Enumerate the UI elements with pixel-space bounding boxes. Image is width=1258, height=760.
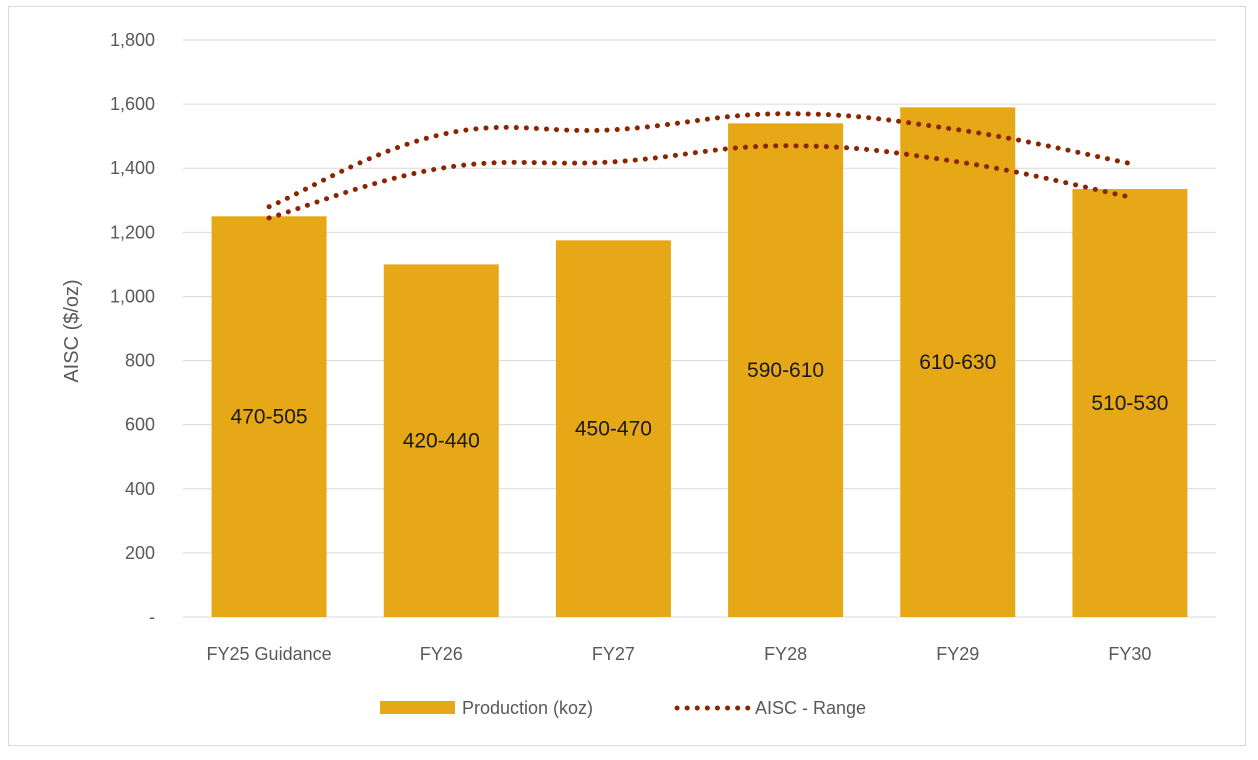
legend-production-label: Production (koz) xyxy=(462,698,593,718)
bar xyxy=(1072,189,1188,617)
bar-data-label: 420-440 xyxy=(403,430,480,453)
y-axis-tick-labels: - 200 400 600 800 1,000 1,200 1,400 1,600 1,800 xyxy=(110,30,155,627)
gridlines xyxy=(183,39,1216,618)
bar xyxy=(383,264,499,617)
y-tick-label: 1,200 xyxy=(110,222,155,242)
aisc-range-lines xyxy=(266,111,1133,221)
legend-production-swatch xyxy=(380,701,455,714)
y-tick-label: 1,600 xyxy=(110,94,155,114)
y-tick-label: 400 xyxy=(125,479,155,499)
bar xyxy=(900,107,1016,618)
x-axis-tick-labels: FY25 Guidance FY26 FY27 FY28 FY29 FY30 xyxy=(207,644,1152,664)
bar-data-label: 610-630 xyxy=(919,351,996,374)
y-tick-label: 1,000 xyxy=(110,286,155,306)
bar-data-label: 590-610 xyxy=(747,359,824,382)
bar-data-label: 510-530 xyxy=(1091,392,1168,415)
bars xyxy=(211,107,1188,618)
bar xyxy=(211,216,327,618)
legend: Production (koz) AISC - Range xyxy=(380,698,866,718)
x-tick-label: FY29 xyxy=(936,644,979,664)
y-tick-label: 1,800 xyxy=(110,30,155,50)
bar-data-labels: 470-505 420-440 450-470 590-610 610-630 510-5… xyxy=(231,351,1169,453)
y-tick-label: 600 xyxy=(125,415,155,435)
y-tick-label: 800 xyxy=(125,351,155,371)
x-tick-label: FY27 xyxy=(592,644,635,664)
y-tick-label: 200 xyxy=(125,543,155,563)
x-tick-label: FY28 xyxy=(764,644,807,664)
bar xyxy=(555,240,671,617)
x-tick-label: FY30 xyxy=(1108,644,1151,664)
y-axis-title: AISC ($/oz) xyxy=(61,279,83,382)
y-tick-label: - xyxy=(149,607,155,627)
aisc-upper-line xyxy=(266,111,1133,210)
bar-data-label: 450-470 xyxy=(575,418,652,441)
bar xyxy=(728,123,844,617)
legend-aisc-label: AISC - Range xyxy=(755,698,866,718)
x-tick-label: FY26 xyxy=(420,644,463,664)
y-tick-label: 1,400 xyxy=(110,158,155,178)
x-tick-label: FY25 Guidance xyxy=(207,644,332,664)
bar-data-label: 470-505 xyxy=(231,406,308,429)
